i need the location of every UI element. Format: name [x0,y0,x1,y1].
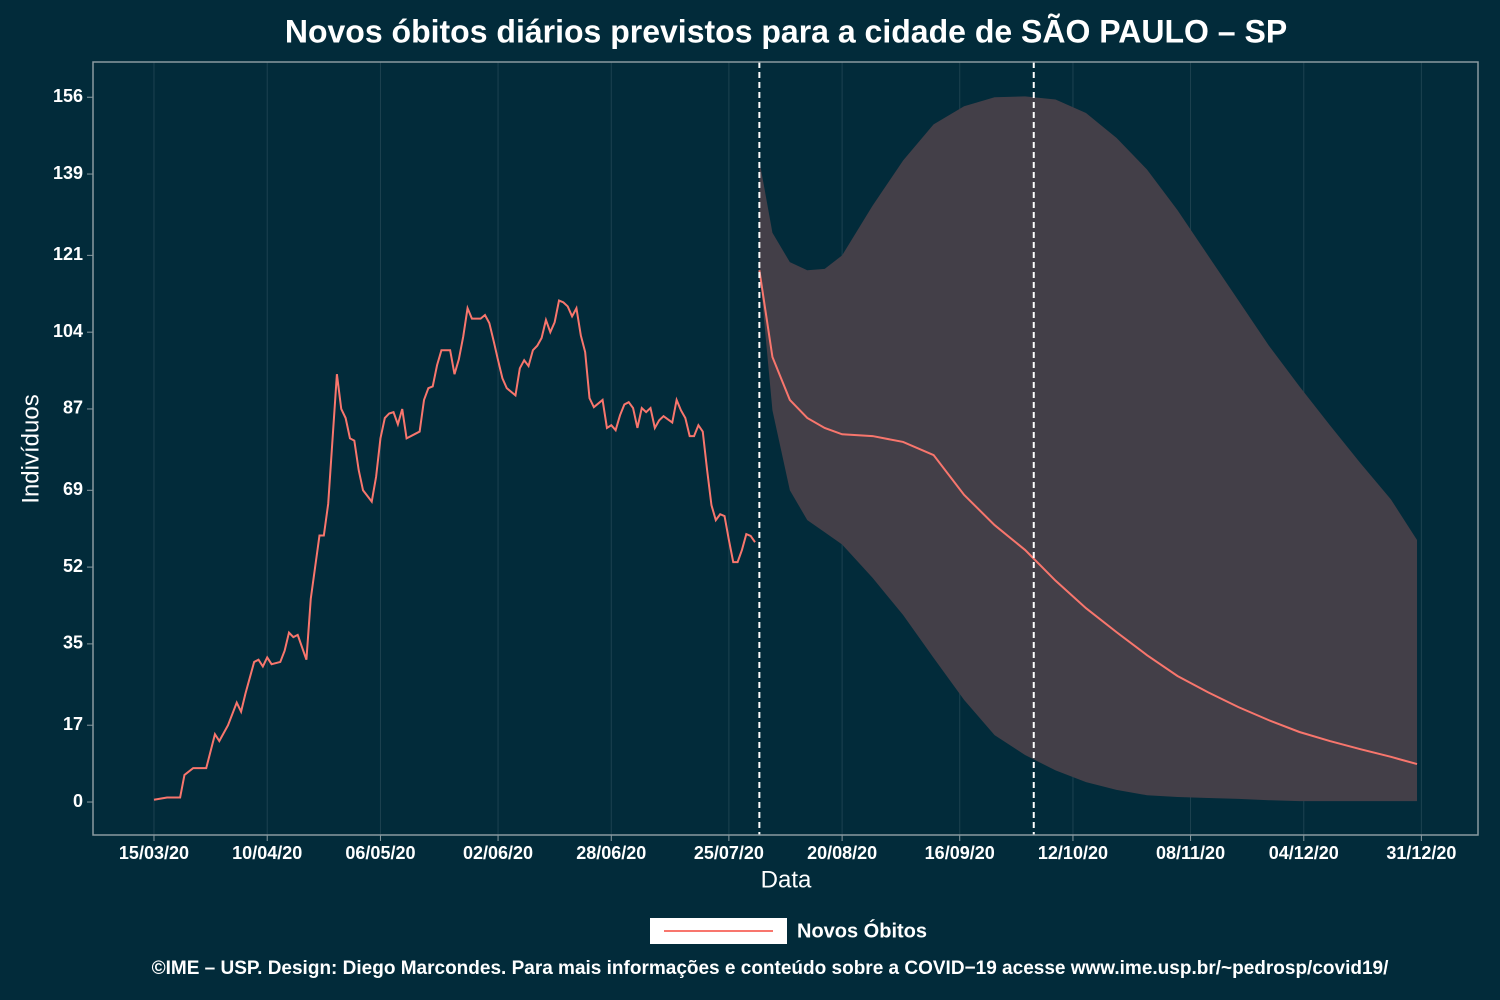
x-tick-label: 06/05/20 [345,843,415,863]
chart-title: Novos óbitos diários previstos para a ci… [285,13,1287,49]
x-tick-label: 04/12/20 [1269,843,1339,863]
forecast-band [759,96,1418,802]
y-tick-label: 0 [73,791,83,811]
plot-border [92,61,1479,836]
y-tick-label: 121 [53,244,83,264]
y-tick-label: 156 [53,86,83,106]
x-tick-label: 15/03/20 [119,843,189,863]
x-tick-label: 28/06/20 [576,843,646,863]
y-tick-label: 87 [63,398,83,418]
y-tick-label: 52 [63,556,83,576]
x-axis-label: Data [761,866,812,893]
x-tick-label: 16/09/20 [925,843,995,863]
y-tick-label: 17 [63,714,83,734]
forecast-line [758,270,1418,766]
y-tick-label: 104 [53,321,83,341]
x-tick-label: 12/10/20 [1038,843,1108,863]
legend-label: Novos Óbitos [797,918,927,942]
x-tick-label: 31/12/20 [1386,843,1456,863]
x-tick-label: 02/06/20 [463,843,533,863]
y-tick-label: 35 [63,633,83,653]
x-tick-label: 25/07/20 [694,843,764,863]
y-tick-label: 139 [53,163,83,183]
data-line [153,299,756,801]
y-tick-label: 69 [63,479,83,499]
caption: ©IME – USP. Design: Diego Marcondes. Par… [152,958,1389,979]
x-tick-label: 20/08/20 [807,843,877,863]
x-tick-label: 08/11/20 [1156,843,1225,863]
x-tick-label: 10/04/20 [232,843,302,863]
y-axis-label: Indivíduos [17,394,44,503]
